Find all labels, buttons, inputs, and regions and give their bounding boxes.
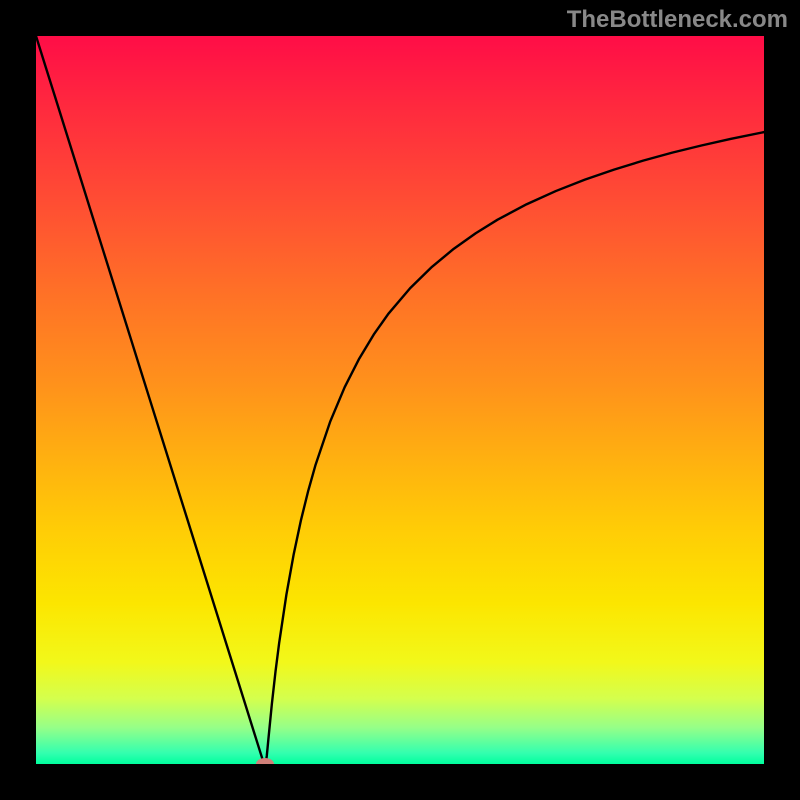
chart-container: TheBottleneck.com (0, 0, 800, 800)
bottleneck-curve-chart (0, 0, 800, 800)
gradient-plot-area (36, 36, 764, 764)
